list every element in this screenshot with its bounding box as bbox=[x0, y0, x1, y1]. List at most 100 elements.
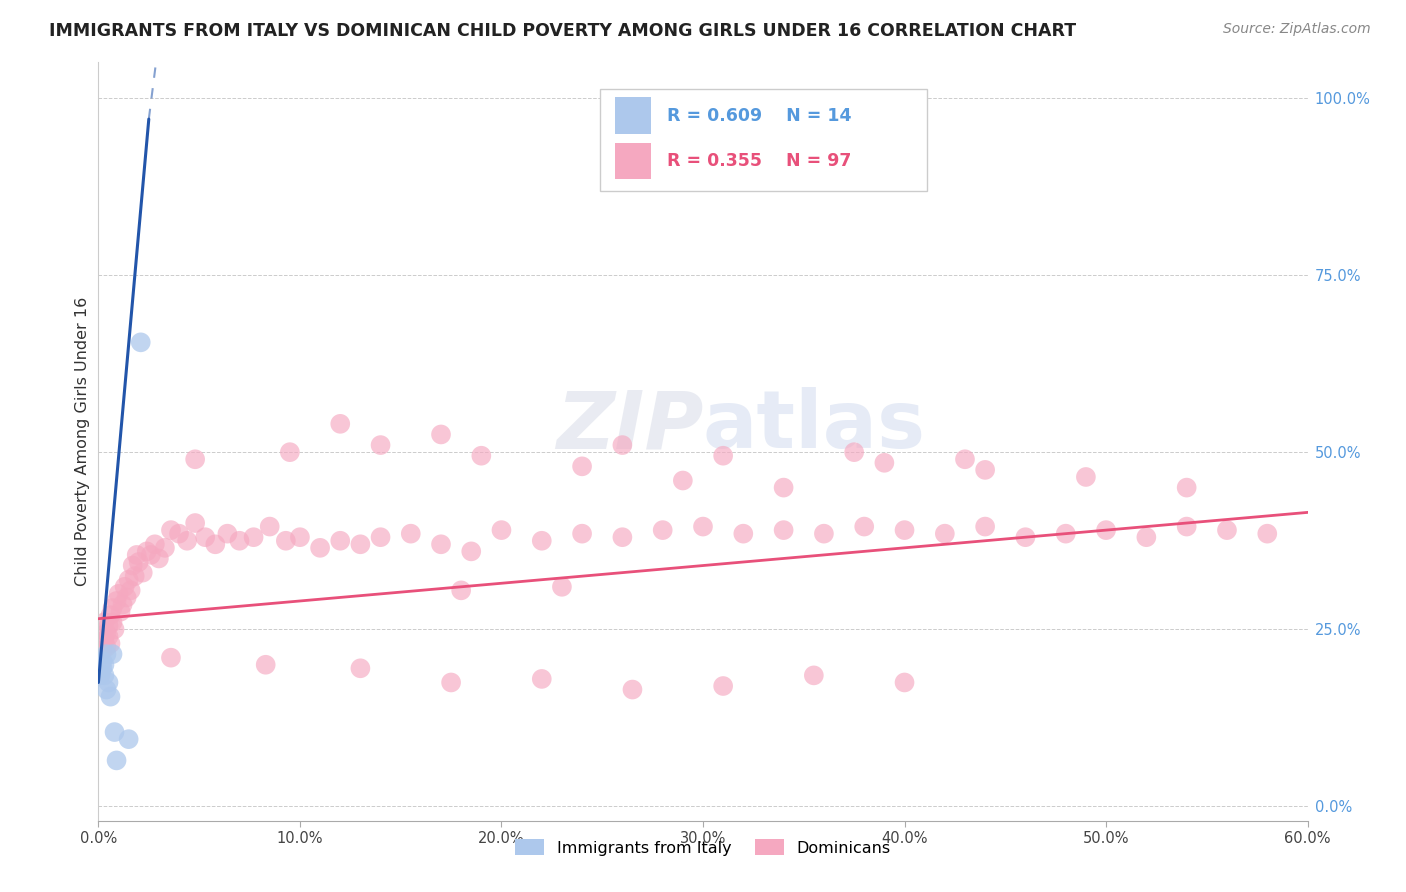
Point bbox=[278, 445, 301, 459]
Point bbox=[148, 551, 170, 566]
FancyBboxPatch shape bbox=[600, 89, 927, 191]
Point bbox=[1095, 523, 1118, 537]
Point bbox=[101, 601, 124, 615]
Point bbox=[733, 526, 755, 541]
Point bbox=[96, 640, 118, 654]
Point bbox=[934, 526, 956, 541]
Point bbox=[118, 732, 141, 747]
Point bbox=[139, 548, 162, 562]
Point bbox=[176, 533, 198, 548]
Point bbox=[571, 459, 593, 474]
Point bbox=[440, 675, 463, 690]
Point bbox=[115, 591, 138, 605]
Point bbox=[167, 526, 190, 541]
Bar bbox=[614, 143, 651, 179]
Point bbox=[329, 533, 352, 548]
Bar bbox=[614, 97, 651, 134]
Point bbox=[399, 526, 422, 541]
Point bbox=[853, 519, 876, 533]
Point bbox=[103, 623, 125, 637]
Point bbox=[97, 629, 120, 643]
Point bbox=[1074, 470, 1097, 484]
Point bbox=[672, 474, 695, 488]
Point bbox=[184, 452, 207, 467]
Point bbox=[491, 523, 513, 537]
Point bbox=[184, 516, 207, 530]
Point bbox=[93, 657, 115, 672]
Text: IMMIGRANTS FROM ITALY VS DOMINICAN CHILD POVERTY AMONG GIRLS UNDER 16 CORRELATIO: IMMIGRANTS FROM ITALY VS DOMINICAN CHILD… bbox=[49, 22, 1077, 40]
Point bbox=[551, 580, 574, 594]
Point bbox=[370, 530, 392, 544]
Point bbox=[101, 647, 124, 661]
Point bbox=[100, 636, 122, 650]
Point bbox=[93, 632, 115, 647]
Point bbox=[651, 523, 673, 537]
Point bbox=[93, 668, 115, 682]
Point bbox=[450, 583, 472, 598]
Text: ZIP: ZIP bbox=[555, 387, 703, 466]
Point bbox=[772, 481, 794, 495]
Point bbox=[132, 566, 155, 580]
Point bbox=[97, 675, 120, 690]
Point bbox=[105, 594, 128, 608]
Point bbox=[803, 668, 825, 682]
Point bbox=[430, 427, 453, 442]
Point bbox=[217, 526, 239, 541]
Point bbox=[349, 537, 371, 551]
Point bbox=[89, 668, 111, 682]
Point bbox=[530, 672, 553, 686]
Point bbox=[873, 456, 896, 470]
Point bbox=[1054, 526, 1077, 541]
Point bbox=[974, 463, 997, 477]
Point bbox=[91, 643, 114, 657]
Point bbox=[194, 530, 217, 544]
Point bbox=[120, 583, 142, 598]
Point bbox=[893, 523, 915, 537]
Point bbox=[1175, 519, 1198, 533]
Point bbox=[813, 526, 835, 541]
Point bbox=[460, 544, 482, 558]
Point bbox=[274, 533, 297, 548]
Text: atlas: atlas bbox=[703, 387, 927, 466]
Point bbox=[129, 335, 152, 350]
Point bbox=[1014, 530, 1036, 544]
Legend: Immigrants from Italy, Dominicans: Immigrants from Italy, Dominicans bbox=[509, 832, 897, 862]
Point bbox=[93, 615, 115, 630]
Point bbox=[96, 682, 118, 697]
Text: Source: ZipAtlas.com: Source: ZipAtlas.com bbox=[1223, 22, 1371, 37]
Point bbox=[430, 537, 453, 551]
Point bbox=[974, 519, 997, 533]
Point bbox=[114, 580, 136, 594]
Point bbox=[711, 679, 734, 693]
Point bbox=[1135, 530, 1157, 544]
Point bbox=[111, 598, 134, 612]
Point bbox=[612, 530, 634, 544]
Point bbox=[125, 548, 148, 562]
Point bbox=[91, 654, 114, 668]
Point bbox=[128, 555, 150, 569]
Point bbox=[97, 619, 120, 633]
Point bbox=[118, 573, 141, 587]
Point bbox=[1216, 523, 1239, 537]
Point bbox=[124, 569, 146, 583]
Point bbox=[370, 438, 392, 452]
Point bbox=[254, 657, 277, 672]
Point bbox=[91, 661, 114, 675]
Point bbox=[349, 661, 371, 675]
Point bbox=[153, 541, 176, 555]
Point bbox=[692, 519, 714, 533]
Point bbox=[571, 526, 593, 541]
Point bbox=[844, 445, 866, 459]
Point bbox=[530, 533, 553, 548]
Point bbox=[1256, 526, 1278, 541]
Point bbox=[110, 605, 132, 619]
Point bbox=[105, 753, 128, 767]
Point bbox=[953, 452, 976, 467]
Point bbox=[470, 449, 492, 463]
Point bbox=[96, 625, 118, 640]
Point bbox=[107, 587, 129, 601]
Point bbox=[612, 438, 634, 452]
Point bbox=[103, 725, 125, 739]
Point bbox=[893, 675, 915, 690]
Text: R = 0.609    N = 14: R = 0.609 N = 14 bbox=[666, 106, 851, 125]
